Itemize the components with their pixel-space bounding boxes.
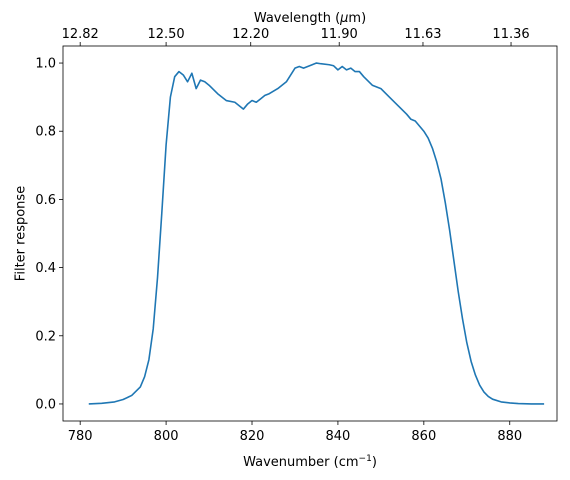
top-axis-label-mu: μ [339,11,348,26]
top-tick-label: 11.63 [404,27,441,42]
y-tick-label: 0.4 [35,261,56,276]
plot-frame [62,45,558,422]
top-axis-label: Wavelength (μm) [254,11,366,26]
x-axis-label-sup: −1 [359,454,372,464]
x-tick-label: 880 [497,429,522,444]
y-tick-label: 1.0 [35,57,56,72]
x-axis-label: Wavenumber (cm−1) [243,454,377,470]
series-line-0 [88,62,545,405]
y-tick-label: 0.8 [35,125,56,140]
y-tick-label: 0.0 [35,397,56,412]
top-tick-label: 12.50 [147,27,184,42]
y-tick-label: 0.2 [35,329,56,344]
x-tick-label: 780 [68,429,93,444]
y-tick-label: 0.6 [35,193,56,208]
top-tick-label: 11.36 [492,27,529,42]
top-tick-label: 11.90 [321,27,358,42]
series-layer [88,62,545,405]
bottom-axis-ticks: 780 800 820 840 860 880 [68,421,522,444]
x-axis-label-close: ) [372,455,377,470]
left-axis-ticks: 0.0 0.2 0.4 0.6 0.8 1.0 [35,57,63,412]
x-tick-label: 800 [154,429,179,444]
top-axis-label-prefix: Wavelength ( [254,11,340,26]
y-axis-label: Filter response [14,186,29,281]
x-axis-label-main: Wavenumber (cm [243,455,358,470]
top-tick-label: 12.20 [232,27,269,42]
top-axis-label-suffix: m) [348,11,366,26]
x-tick-label: 840 [326,429,351,444]
top-tick-label: 12.82 [62,27,99,42]
x-tick-label: 820 [240,429,265,444]
top-axis-ticks: 12.82 12.50 12.20 11.90 11.63 11.36 [62,27,530,46]
x-tick-label: 860 [411,429,436,444]
